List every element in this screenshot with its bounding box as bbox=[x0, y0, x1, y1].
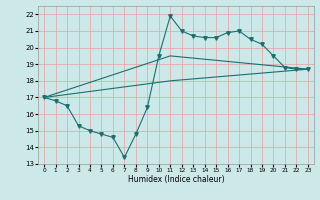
X-axis label: Humidex (Indice chaleur): Humidex (Indice chaleur) bbox=[128, 175, 224, 184]
